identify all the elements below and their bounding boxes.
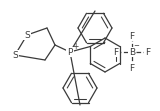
Text: +: + [72, 42, 78, 51]
Text: B: B [129, 48, 135, 56]
Text: F: F [129, 63, 135, 72]
Text: S: S [24, 31, 30, 40]
Text: −: − [133, 43, 139, 49]
Text: F: F [145, 48, 151, 56]
Text: P: P [67, 48, 73, 56]
Text: S: S [12, 51, 18, 59]
Text: F: F [129, 32, 135, 41]
Text: F: F [113, 48, 119, 56]
